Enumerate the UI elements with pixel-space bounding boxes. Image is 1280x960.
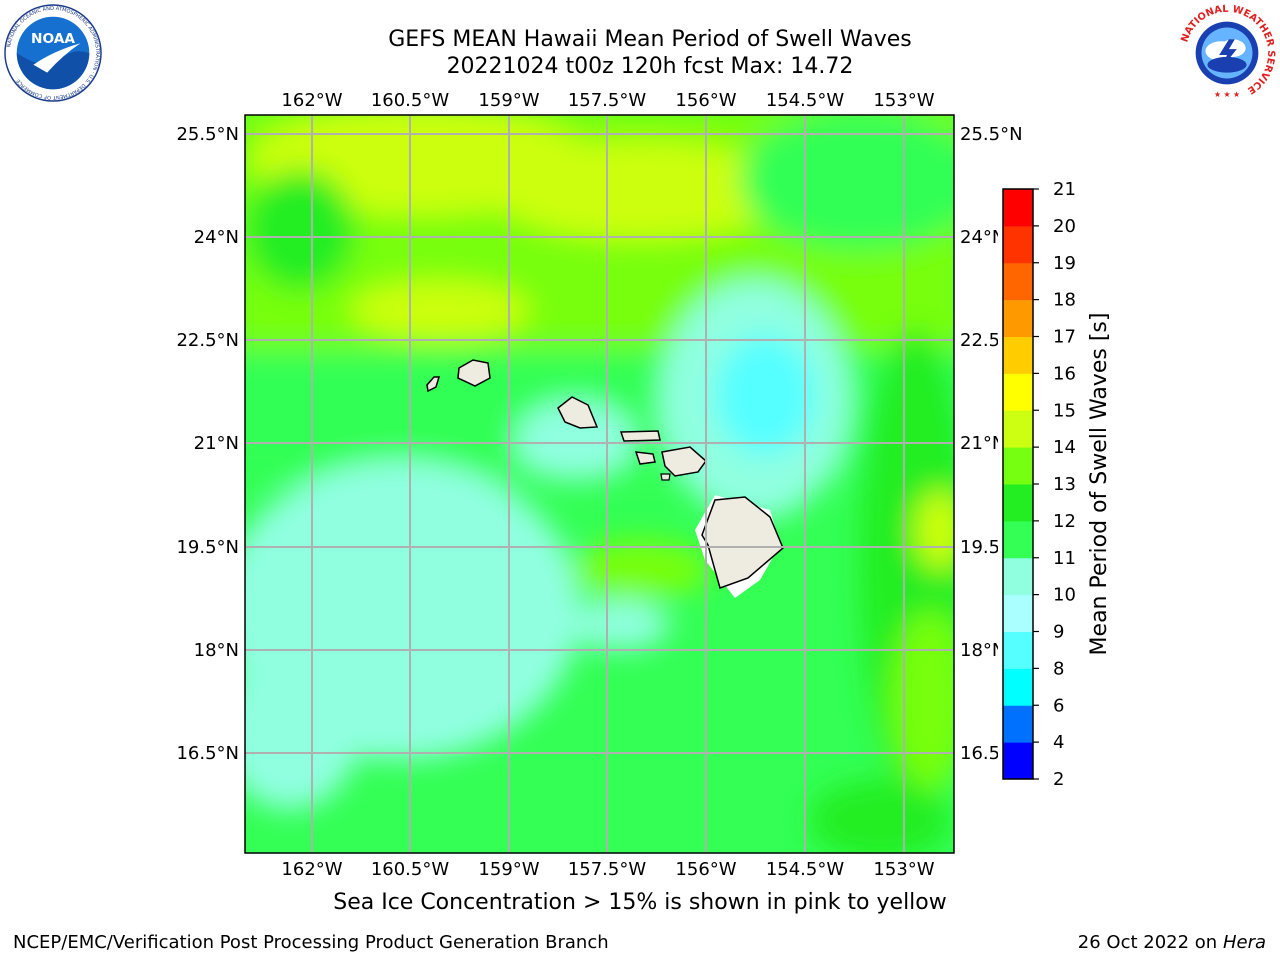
colorbar-segment bbox=[1003, 373, 1033, 411]
lat-tick-left: 19.5°N bbox=[176, 537, 239, 558]
noaa-logo-icon: NATIONAL OCEANIC AND ATMOSPHERIC ADMINIS… bbox=[4, 4, 102, 102]
colorbar-tick-label: 11 bbox=[1053, 548, 1076, 569]
lon-tick-bottom: 153°W bbox=[873, 859, 934, 880]
lon-tick-bottom: 154.5°W bbox=[766, 859, 845, 880]
footer-machine: Hera bbox=[1222, 932, 1266, 953]
lat-tick-right: 24°N bbox=[960, 227, 1005, 248]
colorbar-segment bbox=[1003, 447, 1033, 485]
colorbar-segment bbox=[1003, 520, 1033, 559]
map-gridlines bbox=[245, 115, 954, 853]
colorbar-tick-label: 8 bbox=[1053, 658, 1064, 679]
lat-tick-right: 18°N bbox=[960, 640, 1005, 661]
colorbar-tick-label: 2 bbox=[1053, 769, 1064, 790]
lat-tick-left: 18°N bbox=[194, 640, 239, 661]
lon-tick-bottom: 157.5°W bbox=[568, 859, 647, 880]
oahu bbox=[557, 396, 599, 429]
colorbar-tick-label: 19 bbox=[1053, 253, 1076, 274]
big-island bbox=[701, 496, 784, 589]
chart-title: GEFS MEAN Hawaii Mean Period of Swell Wa… bbox=[388, 27, 912, 52]
colorbar-tick-label: 12 bbox=[1053, 511, 1076, 532]
lat-tick-left: 21°N bbox=[194, 433, 239, 454]
lon-tick-bottom: 156°W bbox=[675, 859, 736, 880]
colorbar-segments bbox=[1003, 189, 1033, 780]
colorbar-segment bbox=[1003, 668, 1033, 706]
lat-tick-right: 21°N bbox=[960, 433, 1005, 454]
colorbar-tick-label: 17 bbox=[1053, 327, 1076, 348]
lon-tick-top: 159°W bbox=[478, 90, 539, 111]
colorbar-segment bbox=[1003, 484, 1033, 522]
colorbar-tick-label: 4 bbox=[1053, 732, 1064, 753]
colorbar-tick-label: 6 bbox=[1053, 695, 1064, 716]
niihau bbox=[426, 376, 441, 393]
lon-tick-top: 157.5°W bbox=[568, 90, 647, 111]
colorbar-segment bbox=[1003, 225, 1033, 264]
colorbar-label: Mean Period of Swell Waves [s] bbox=[1087, 313, 1112, 656]
colorbar-segment bbox=[1003, 410, 1033, 448]
colorbar-segment bbox=[1003, 594, 1033, 632]
colorbar-tick-label: 18 bbox=[1053, 290, 1076, 311]
swell-period-field bbox=[245, 115, 954, 853]
footer-branch: NCEP/EMC/Verification Post Processing Pr… bbox=[13, 932, 609, 953]
colorbar-tick-label: 9 bbox=[1053, 622, 1064, 643]
maui bbox=[661, 446, 708, 477]
nws-logo-icon: NATIONAL WEATHER SERVICE ★ ★ ★ bbox=[1178, 4, 1276, 102]
lon-tick-top: 160.5°W bbox=[371, 90, 450, 111]
colorbar-tick-label: 13 bbox=[1053, 474, 1076, 495]
lon-tick-bottom: 162°W bbox=[281, 859, 342, 880]
footer-date-text: 26 Oct 2022 on bbox=[1077, 932, 1223, 953]
lon-tick-bottom: 160.5°W bbox=[371, 859, 450, 880]
map-frame bbox=[244, 114, 955, 854]
lat-tick-left: 22.5°N bbox=[176, 330, 239, 351]
chart-subtitle: 20221024 t00z 120h fcst Max: 14.72 bbox=[446, 54, 854, 79]
molokai bbox=[619, 430, 661, 442]
kauai bbox=[457, 359, 491, 387]
colorbar-tick-label: 15 bbox=[1053, 400, 1076, 421]
lon-tick-top: 154.5°W bbox=[766, 90, 845, 111]
sea-ice-caption: Sea Ice Concentration > 15% is shown in … bbox=[333, 890, 947, 915]
colorbar-segment bbox=[1003, 262, 1033, 301]
colorbar-segment bbox=[1003, 189, 1033, 227]
colorbar-tick-label: 14 bbox=[1053, 437, 1076, 458]
colorbar: 2 4 6 8 9 10 11 12 13 14 15 16 17 18 19 20 21 Mean Perio… bbox=[998, 179, 1112, 790]
lon-tick-bottom: 159°W bbox=[478, 859, 539, 880]
colorbar-tick-label: 16 bbox=[1053, 363, 1076, 384]
colorbar-frame bbox=[1002, 188, 1034, 780]
noaa-logo-text: NOAA bbox=[31, 31, 75, 47]
svg-text:★ ★ ★: ★ ★ ★ bbox=[1214, 90, 1240, 99]
colorbar-segment bbox=[1003, 557, 1033, 596]
lat-tick-left: 24°N bbox=[194, 227, 239, 248]
colorbar-tick-label: 21 bbox=[1053, 179, 1076, 200]
colorbar-segment bbox=[1003, 631, 1033, 669]
colorbar-segment bbox=[1003, 705, 1033, 743]
colorbar-segment bbox=[1003, 742, 1033, 780]
lon-tick-top: 153°W bbox=[873, 90, 934, 111]
lat-tick-left: 16.5°N bbox=[176, 743, 239, 764]
colorbar-ticks: 2 4 6 8 9 10 11 12 13 14 15 16 17 18 19 20 21 bbox=[1033, 179, 1076, 790]
lat-tick-right: 25.5°N bbox=[960, 124, 1023, 145]
colorbar-tick-label: 20 bbox=[1053, 216, 1076, 237]
colorbar-segment bbox=[1003, 336, 1033, 374]
lanai bbox=[634, 451, 656, 465]
colorbar-segment bbox=[1003, 299, 1033, 337]
kahoolawe bbox=[660, 473, 671, 481]
footer-date: 26 Oct 2022 on Hera bbox=[1078, 932, 1266, 953]
lon-tick-top: 156°W bbox=[675, 90, 736, 111]
lon-tick-top: 162°W bbox=[281, 90, 342, 111]
colorbar-tick-label: 10 bbox=[1053, 585, 1076, 606]
lat-tick-left: 25.5°N bbox=[176, 124, 239, 145]
